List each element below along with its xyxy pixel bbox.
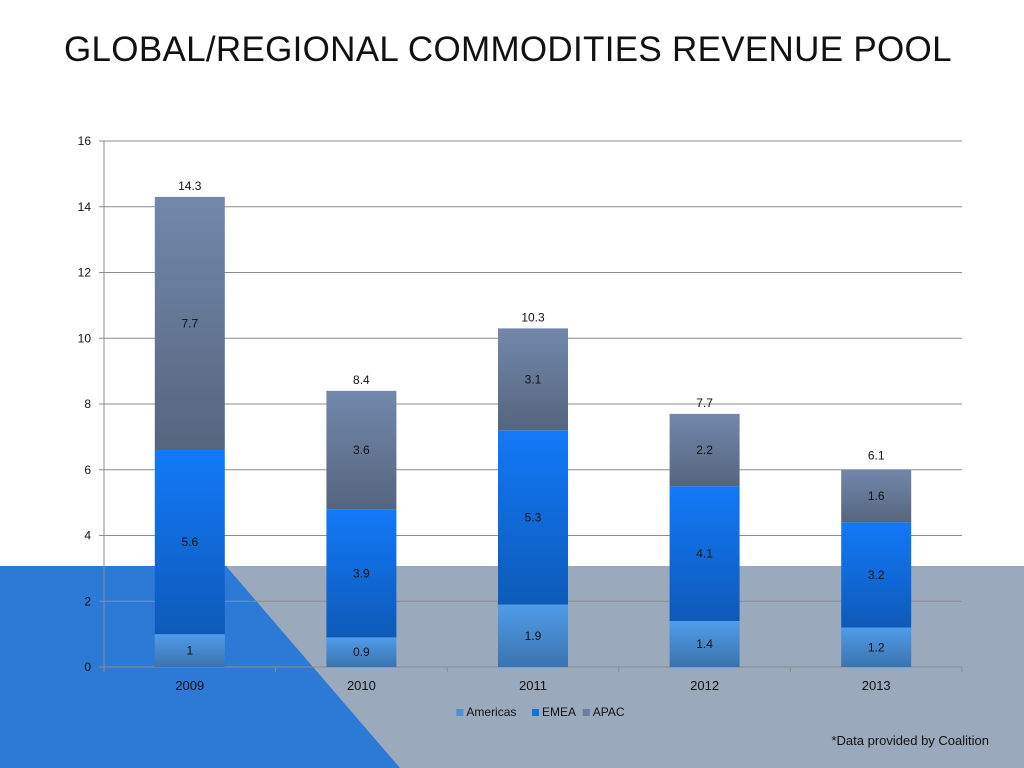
bar-apac-2010	[326, 390, 397, 510]
bar-emea-2012	[669, 486, 740, 621]
data-label-emea-2011: 5.3	[525, 510, 542, 524]
data-label-apac-2009: 7.7	[181, 316, 198, 330]
data-label-apac-2013: 1.6	[868, 489, 885, 503]
bar-emea-2010	[326, 509, 397, 638]
data-label-emea-2013: 3.2	[868, 568, 885, 582]
y-tick-label: 16	[78, 134, 92, 148]
bar-apac-2012	[669, 413, 740, 487]
data-label-americas-2013: 1.2	[868, 640, 885, 654]
y-tick-label: 4	[84, 529, 91, 543]
total-label-2013: 6.1	[868, 448, 885, 462]
bar-americas-2013	[841, 627, 912, 667]
bar-americas-2012	[669, 620, 740, 667]
x-tick-label: 2011	[519, 678, 547, 693]
data-label-apac-2012: 2.2	[696, 443, 713, 457]
bar-apac-2011	[498, 328, 568, 431]
bar-americas-2011	[498, 604, 568, 667]
bar-apac-2013	[841, 469, 912, 523]
y-tick-label: 12	[78, 266, 92, 280]
data-label-americas-2011: 1.9	[525, 629, 542, 643]
bar-americas-2009	[154, 634, 225, 667]
total-label-2009: 14.3	[178, 179, 202, 193]
y-tick-label: 14	[78, 200, 92, 214]
y-tick-label: 0	[84, 660, 91, 674]
y-tick-label: 10	[78, 331, 92, 345]
slide-title: GLOBAL/REGIONAL COMMODITIES REVENUE POOL	[64, 30, 952, 69]
x-tick-label: 2012	[690, 678, 719, 693]
bar-apac-2009	[154, 196, 225, 451]
bar-emea-2013	[841, 522, 912, 628]
data-label-apac-2010: 3.6	[353, 443, 370, 457]
x-tick-label: 2010	[347, 678, 376, 693]
total-label-2011: 10.3	[521, 310, 545, 324]
legend-label-emea: EMEA	[542, 705, 576, 719]
data-label-emea-2012: 4.1	[696, 547, 713, 561]
legend-swatch-emea	[532, 709, 539, 716]
data-label-emea-2009: 5.6	[181, 535, 198, 549]
data-label-americas-2012: 1.4	[696, 637, 713, 651]
x-tick-label: 2013	[862, 678, 891, 693]
bar-americas-2010	[326, 637, 397, 667]
bar-emea-2009	[154, 450, 225, 635]
legend-swatch-americas	[456, 709, 464, 716]
x-tick-label: 2009	[175, 678, 204, 693]
data-label-apac-2011: 3.1	[525, 372, 542, 386]
data-label-americas-2009: 1	[186, 644, 193, 658]
total-label-2010: 8.4	[353, 373, 370, 387]
y-tick-label: 6	[84, 463, 91, 477]
total-label-2012: 7.7	[696, 396, 713, 410]
legend-label-americas: Americas	[466, 705, 516, 719]
y-tick-label: 2	[84, 594, 91, 608]
data-source-footnote: *Data provided by Coalition	[831, 733, 989, 748]
legend-swatch-apac	[582, 709, 590, 716]
data-label-americas-2010: 0.9	[353, 645, 370, 659]
legend-label-apac: APAC	[593, 705, 625, 719]
data-label-emea-2010: 3.9	[353, 566, 370, 580]
bar-emea-2011	[498, 430, 568, 605]
y-tick-label: 8	[84, 397, 91, 411]
